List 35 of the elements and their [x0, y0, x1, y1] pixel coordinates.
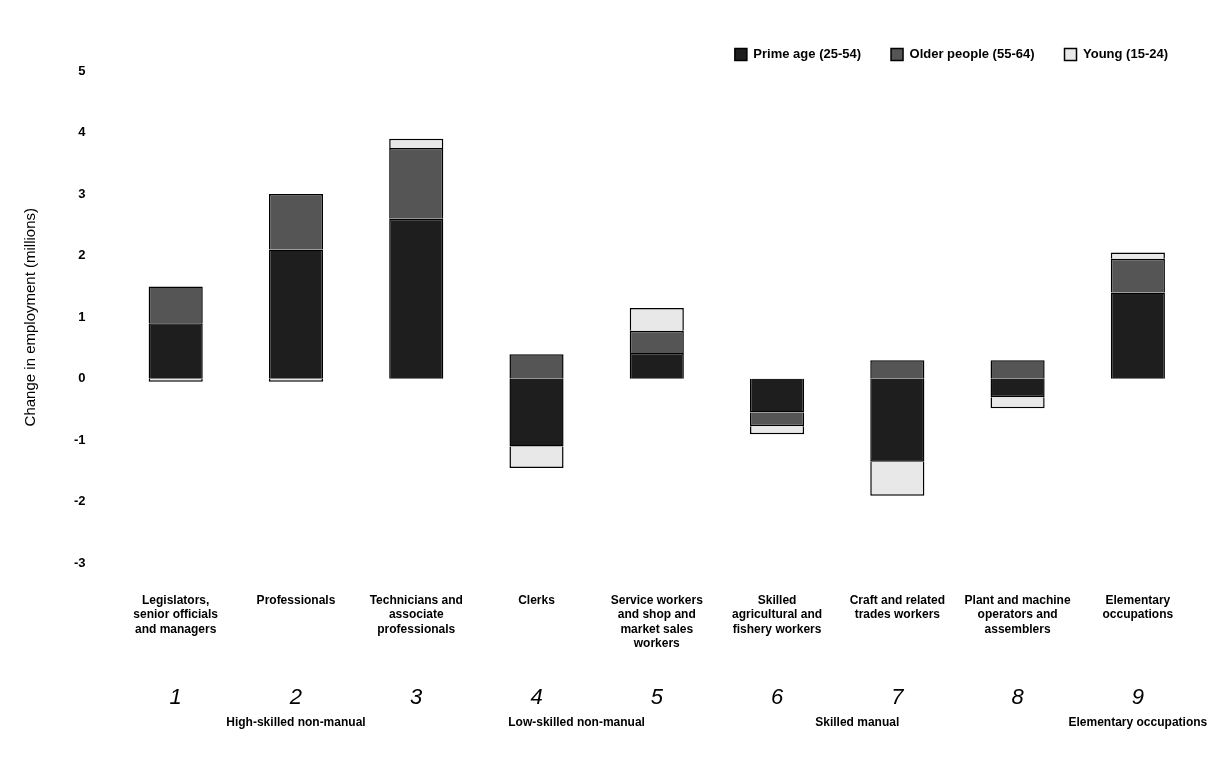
y-tick-label: 2	[78, 247, 86, 263]
text: Elementary occupations	[1068, 715, 1208, 730]
y-tick-label: 0	[78, 370, 86, 386]
x-tick-label: Service workers and shop and market sales workers	[610, 592, 704, 651]
text: 7	[891, 684, 905, 710]
x-tick-label: Professionals	[256, 592, 336, 607]
text: 9	[1131, 684, 1144, 710]
text: High-skilled non-manual	[226, 715, 366, 730]
text: 4	[530, 684, 543, 710]
text: 6	[770, 684, 784, 710]
x-tick-label: Elementary occupations	[1102, 592, 1174, 622]
x-tick-label: Skilled agricultural and fishery workers	[732, 592, 823, 636]
x-tick-label: Clerks	[518, 592, 556, 607]
y-tick-label: 5	[78, 62, 86, 78]
text: Skilled manual	[815, 715, 900, 730]
y-tick-label: 1	[78, 308, 86, 324]
text: 8	[1011, 684, 1025, 710]
y-tick-label: -2	[74, 493, 86, 509]
legend-label: Older people (55-64)	[909, 46, 1035, 62]
text: 5	[650, 684, 664, 710]
x-tick-label: Technicians and associate professionals	[369, 592, 463, 636]
y-tick-label: 3	[78, 185, 86, 201]
legend-label: Young (15-24)	[1083, 46, 1169, 62]
text: Low-skilled non-manual	[508, 715, 645, 730]
text: 2	[288, 684, 303, 710]
x-tick-label: Craft and related trades workers	[849, 592, 945, 622]
y-axis-title: Change in employment (millions)	[21, 207, 39, 427]
x-tick-label: Plant and machine operators and assemblers	[964, 592, 1071, 636]
y-tick-label: -3	[74, 554, 86, 570]
text: 1	[169, 684, 182, 710]
y-tick-label: -1	[74, 431, 86, 447]
y-tick-label: 4	[78, 124, 87, 140]
x-tick-label: Legislators, senior officials and managers	[133, 592, 219, 636]
text: 3	[410, 684, 424, 710]
legend-label: Prime age (25-54)	[753, 46, 862, 62]
